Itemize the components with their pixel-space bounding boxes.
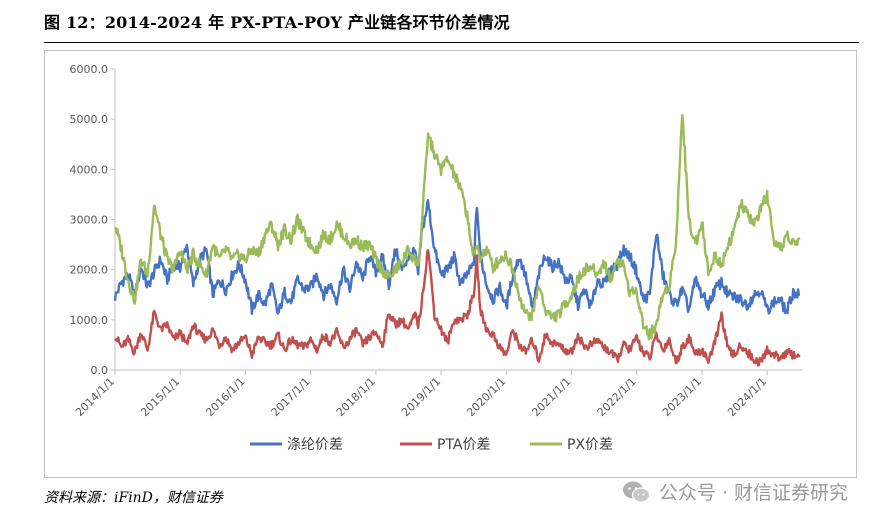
y-tick-label: 1000.0 [70, 314, 109, 327]
title-rule [44, 42, 859, 43]
legend-label-px: PX价差 [567, 437, 613, 453]
series-line-px [113, 113, 801, 341]
line-chart: 0.0 1000.0 2000.0 3000.0 4000.0 5000.0 6000.0 2… [70, 63, 803, 453]
series-line-polyester [113, 198, 801, 315]
chart-area: 0.0 1000.0 2000.0 3000.0 4000.0 5000.0 6000.0 2… [44, 50, 857, 478]
y-tick-label: 3000.0 [70, 214, 109, 227]
x-tick-label: 2021/1/1 [529, 375, 573, 419]
figure-title: 图 12：2014-2024 年 PX-PTA-POY 产业链各环节价差情况 [44, 13, 510, 32]
x-tick-label: 2017/1/1 [269, 375, 313, 419]
watermark: 公众号 · 财信证券研究 [621, 478, 848, 505]
y-tick-label: 0.0 [91, 364, 109, 377]
legend-label-polyester: 涤纶价差 [287, 437, 343, 453]
y-tick-label: 5000.0 [70, 113, 109, 126]
y-tick-label: 4000.0 [70, 163, 109, 176]
wechat-icon [622, 481, 650, 503]
watermark-text: 公众号 · 财信证券研究 [658, 482, 848, 504]
x-tick-label: 2024/1/1 [725, 375, 769, 419]
x-tick-label: 2014/1/1 [73, 375, 117, 419]
x-tick-label: 2019/1/1 [399, 375, 443, 419]
x-tick-label: 2022/1/1 [595, 375, 639, 419]
x-tick-label: 2023/1/1 [660, 375, 704, 419]
y-tick-label: 6000.0 [70, 63, 109, 76]
series-line-pta [114, 249, 801, 367]
legend-label-pta: PTA价差 [437, 437, 490, 453]
y-tick-label: 2000.0 [70, 264, 109, 277]
source-note: 资料来源：iFinD，财信证券 [44, 490, 223, 506]
x-tick-label: 2020/1/1 [464, 375, 508, 419]
x-tick-label: 2015/1/1 [138, 375, 182, 419]
x-tick-label: 2016/1/1 [203, 375, 247, 419]
x-tick-label: 2018/1/1 [334, 375, 378, 419]
